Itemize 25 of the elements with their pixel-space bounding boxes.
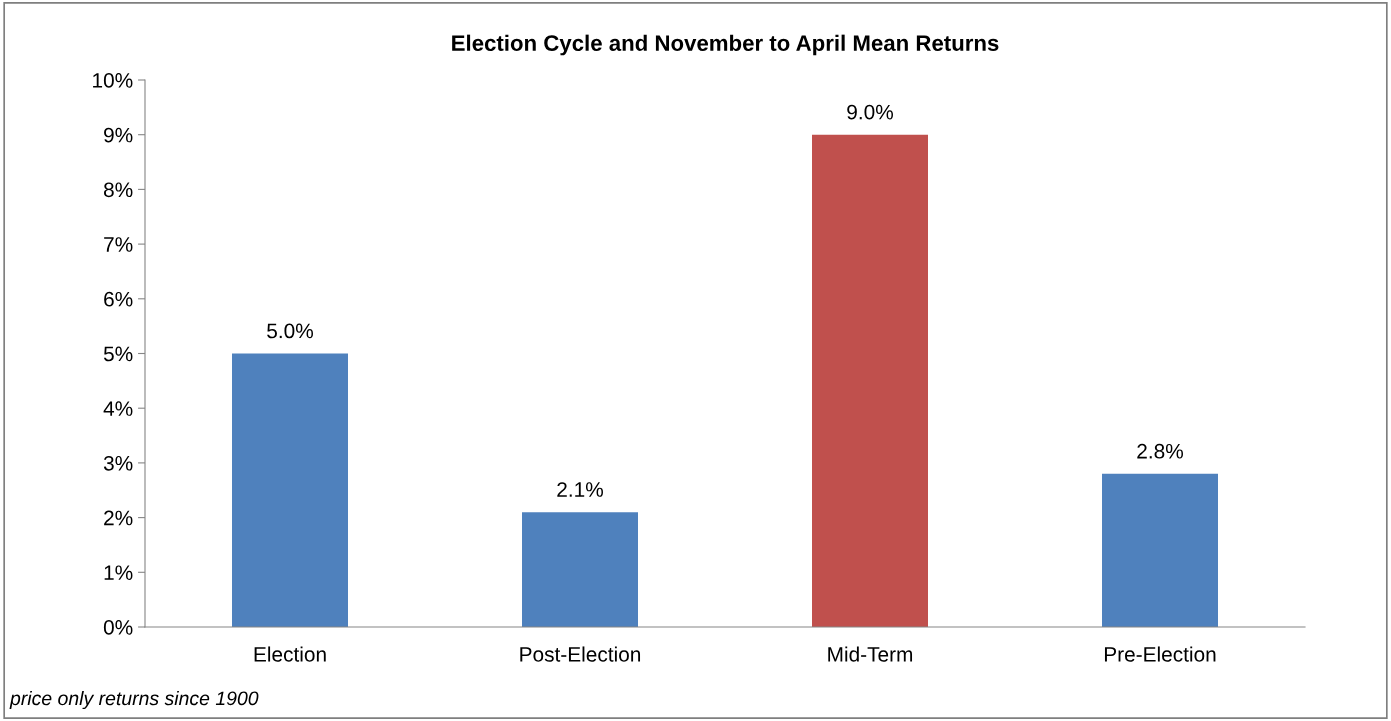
y-tick-label: 7% [104,237,133,252]
y-tick-label: 3% [103,455,133,471]
text: price only returns since 1900 [9,690,259,710]
x-tick-label: Post-Election [520,646,641,662]
x-tick-label: Mid-Term [828,646,913,662]
bar [1102,473,1218,627]
y-tick-label: 4% [103,401,133,416]
y-tick-label: 10% [93,73,133,88]
y-tick-label: 1% [104,565,133,580]
data-label: 2.8% [1137,443,1183,459]
bar [812,134,928,627]
bar [522,512,638,627]
x-tick-label: Pre-Election [1104,646,1216,662]
y-tick-label: 6% [104,291,133,307]
y-tick-label: 8% [103,182,133,198]
data-label: 9.0% [847,104,893,120]
x-tick-label: Election [254,646,326,662]
y-tick-label: 5% [103,346,133,362]
data-label: 5.0% [267,323,313,339]
data-label: 2.1% [557,482,603,497]
chart-title: Election Cycle and November to April Mean Returns [452,34,999,56]
y-tick-label: 9% [104,127,133,143]
bar [232,353,348,627]
y-tick-label: 0% [103,620,133,635]
y-tick-label: 2% [104,510,133,526]
